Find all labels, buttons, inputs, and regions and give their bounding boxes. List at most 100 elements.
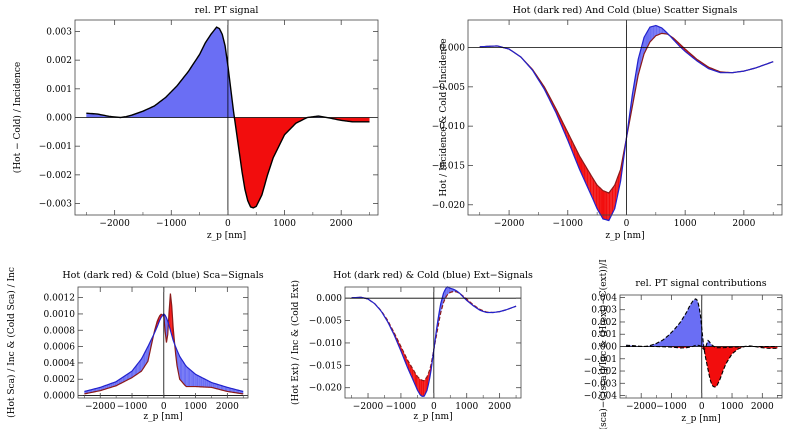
p3-band-segment xyxy=(204,379,207,388)
p3-band-segment xyxy=(231,388,233,393)
p4-title: Hot (dark red) & Cold (blue) Ext−Signals xyxy=(333,270,533,281)
p2-band-segment xyxy=(582,160,584,180)
p2-band-segment xyxy=(644,34,646,54)
p2-band-segment xyxy=(619,169,621,189)
p2-band-segment xyxy=(611,187,614,215)
p2-xtick-label: 1000 xyxy=(674,219,697,229)
p2-band-segment xyxy=(657,26,659,36)
p3-band-segment xyxy=(122,376,125,383)
p2-band-segment xyxy=(594,180,596,206)
p1-ylabel: (Hot − Cold) / Incidence xyxy=(12,62,23,173)
p3-band-segment xyxy=(109,383,111,388)
p3-band-segment xyxy=(130,371,133,379)
p4-ytick-label: 0.000 xyxy=(316,294,342,304)
p3-band-segment xyxy=(128,372,130,380)
p5-ytick-label: −0.003 xyxy=(584,379,618,389)
p3-band-segment xyxy=(181,358,183,383)
p2-band-segment xyxy=(607,192,609,221)
p3-band-segment xyxy=(182,360,184,384)
p1-ytick-label: −0.001 xyxy=(39,142,72,152)
p3-band-segment xyxy=(219,384,221,390)
p5-ylabel: [(sca)−C(sca)]/Inc & (H(ext)−C(ext))/I xyxy=(598,259,609,429)
p5-ytick-label: −0.004 xyxy=(584,392,618,402)
p3-ytick-label: 0.0012 xyxy=(44,294,76,304)
p5-ytick-label: 0.002 xyxy=(591,318,617,328)
p2-band-segment xyxy=(647,29,649,48)
p5-ytick-label: −0.001 xyxy=(584,355,617,365)
p3-band-segment xyxy=(129,371,131,379)
p1-xtick-label: −1000 xyxy=(156,219,187,229)
p3-ytick-label: 0.0008 xyxy=(44,326,76,336)
p3-band-segment xyxy=(228,387,230,392)
p3-xtick-label: −2000 xyxy=(85,402,116,412)
p2-ytick-label: −0.010 xyxy=(432,122,466,132)
p4-band-segment xyxy=(416,374,418,390)
p4-band-segment xyxy=(450,288,452,293)
p3-band-segment xyxy=(233,389,236,393)
p4-ytick-label: −0.005 xyxy=(309,317,343,327)
p3-band-segment xyxy=(195,374,197,387)
p3-band-segment xyxy=(134,365,136,376)
p3-xtick-label: 1000 xyxy=(184,402,207,412)
p3-xtick-label: 0 xyxy=(161,402,167,412)
p2-band-segment xyxy=(597,185,599,212)
p3-band-segment xyxy=(200,377,203,387)
p3-band-segment xyxy=(202,377,204,387)
p3-band-segment xyxy=(112,382,114,387)
p2-xlabel: z_p [nm] xyxy=(605,231,644,241)
p3-band-segment xyxy=(224,386,227,392)
p2-band-segment xyxy=(589,173,592,196)
p3-band-segment xyxy=(179,356,182,381)
p3-band-segment xyxy=(135,364,138,375)
p4-frame xyxy=(344,286,522,399)
p1-ytick-label: −0.003 xyxy=(39,200,73,210)
p2-ytick-label: 0.000 xyxy=(439,44,465,54)
p4-ytick-label: −0.020 xyxy=(309,384,343,394)
p2-band-segment xyxy=(613,185,615,212)
p4-band-segment xyxy=(422,380,425,397)
p4-band-segment xyxy=(420,379,422,396)
p3-xtick-label: −1000 xyxy=(117,402,148,412)
p3-band-segment xyxy=(227,387,229,392)
p2-band-segment xyxy=(605,191,608,221)
p5-title: rel. PT signal contributions xyxy=(635,278,766,289)
p5-ytick-label: 0.001 xyxy=(591,330,617,340)
p3-band-segment xyxy=(121,377,123,384)
p4-ylabel: (Hot Ext) / Inc & (Cold Ext) xyxy=(290,280,301,405)
p2-band-segment xyxy=(658,26,661,35)
p3-ytick-label: 0.0004 xyxy=(44,359,76,369)
chart-p2: −2000 −1000 0 1000 2000 −0.020 −0.015 −0.010 −0.… xyxy=(432,5,783,241)
p3-band-segment xyxy=(218,384,220,390)
p1-xtick-label: 1000 xyxy=(273,219,296,229)
p2-ytick-label: −0.015 xyxy=(432,161,466,171)
p3-band-segment xyxy=(187,367,189,387)
p3-band-segment xyxy=(146,346,148,364)
p3-band-segment xyxy=(126,373,129,381)
p3-band-segment xyxy=(125,374,127,381)
p3-ytick-label: 0.0010 xyxy=(44,310,76,320)
p3-band-segment xyxy=(194,373,196,387)
p3-ytick-label: 0.0006 xyxy=(44,343,76,353)
p2-band-segment xyxy=(579,156,581,173)
p3-band-segment xyxy=(222,385,224,391)
p3-band-segment xyxy=(210,381,212,388)
p3-ylabel: (Hot Sca) / Inc & (Cold Sca) / Inc xyxy=(6,267,17,418)
p4-band-segment xyxy=(426,373,429,391)
p2-xtick-label: 0 xyxy=(624,219,630,229)
p3-band-segment xyxy=(133,367,135,377)
p4-xtick-label: 1000 xyxy=(455,402,478,412)
p1-ytick-label: 0.001 xyxy=(46,85,72,95)
p3-title: Hot (dark red) & Cold (blue) Sca−Signals xyxy=(62,270,263,281)
chart-p5: −2000 −1000 0 1000 2000 −0.004 −0.003 −0.002 −0.… xyxy=(584,259,783,429)
p4-xtick-label: −1000 xyxy=(386,402,417,412)
p2-band-segment xyxy=(604,191,606,220)
p3-band-segment xyxy=(211,382,213,388)
p2-band-segment xyxy=(602,190,605,220)
p2-band-segment xyxy=(591,175,593,199)
p3-ytick-label: 0.0000 xyxy=(44,392,76,402)
p5-xtick-label: 2000 xyxy=(751,402,774,412)
p2-band-segment xyxy=(588,170,590,193)
p5-xtick-label: 1000 xyxy=(721,402,744,412)
p2-xtick-label: −1000 xyxy=(553,219,584,229)
p3-band-segment xyxy=(208,381,211,388)
